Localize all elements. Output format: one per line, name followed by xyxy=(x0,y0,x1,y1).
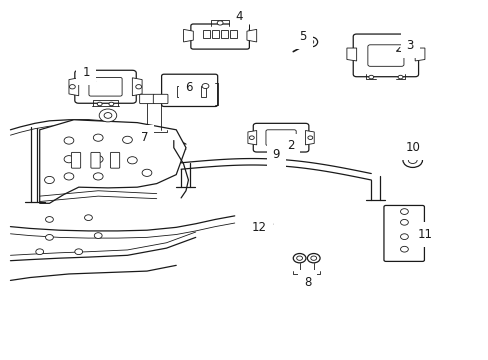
Circle shape xyxy=(310,256,316,260)
FancyBboxPatch shape xyxy=(71,152,81,168)
Text: 2: 2 xyxy=(279,139,294,152)
Bar xyxy=(212,31,219,39)
Text: 12: 12 xyxy=(251,221,266,234)
Text: 7: 7 xyxy=(141,131,148,144)
Circle shape xyxy=(296,256,302,260)
Circle shape xyxy=(122,136,132,143)
Polygon shape xyxy=(183,30,193,42)
Circle shape xyxy=(400,220,407,225)
Circle shape xyxy=(307,253,320,263)
Circle shape xyxy=(127,157,137,164)
Circle shape xyxy=(202,84,208,89)
Circle shape xyxy=(64,137,74,144)
Circle shape xyxy=(109,102,114,106)
Circle shape xyxy=(407,157,416,163)
FancyBboxPatch shape xyxy=(367,45,403,66)
Bar xyxy=(230,31,237,39)
Circle shape xyxy=(84,215,92,221)
Circle shape xyxy=(293,253,305,263)
Text: 10: 10 xyxy=(405,141,419,154)
Text: 1: 1 xyxy=(82,66,96,81)
Circle shape xyxy=(75,249,82,255)
Circle shape xyxy=(304,37,317,47)
Bar xyxy=(177,86,183,97)
Circle shape xyxy=(400,234,407,239)
Polygon shape xyxy=(247,131,256,145)
Circle shape xyxy=(104,113,112,118)
Circle shape xyxy=(64,156,74,163)
Circle shape xyxy=(45,217,53,222)
Text: 4: 4 xyxy=(235,10,243,23)
Text: 11: 11 xyxy=(415,228,431,241)
Text: 8: 8 xyxy=(304,274,311,289)
Circle shape xyxy=(142,169,152,176)
Circle shape xyxy=(274,151,278,154)
Circle shape xyxy=(368,75,373,79)
Circle shape xyxy=(217,21,223,25)
Circle shape xyxy=(397,75,402,79)
FancyBboxPatch shape xyxy=(140,94,154,104)
Bar xyxy=(200,86,206,97)
Circle shape xyxy=(45,234,53,240)
Circle shape xyxy=(307,40,313,44)
Circle shape xyxy=(93,134,103,141)
FancyBboxPatch shape xyxy=(190,24,249,49)
Circle shape xyxy=(36,249,43,255)
Text: 6: 6 xyxy=(184,81,192,94)
Circle shape xyxy=(136,85,142,89)
FancyBboxPatch shape xyxy=(161,74,217,107)
Polygon shape xyxy=(346,48,356,61)
FancyBboxPatch shape xyxy=(383,206,424,261)
FancyBboxPatch shape xyxy=(253,123,308,152)
Polygon shape xyxy=(132,78,142,96)
FancyBboxPatch shape xyxy=(265,130,296,145)
Circle shape xyxy=(64,173,74,180)
Circle shape xyxy=(93,156,103,163)
Circle shape xyxy=(400,246,407,252)
Circle shape xyxy=(94,233,102,238)
Polygon shape xyxy=(414,48,424,61)
Circle shape xyxy=(284,151,287,154)
Circle shape xyxy=(44,176,54,184)
Circle shape xyxy=(402,153,422,167)
FancyBboxPatch shape xyxy=(153,94,167,104)
Polygon shape xyxy=(69,78,79,96)
FancyBboxPatch shape xyxy=(352,34,418,77)
Bar xyxy=(203,31,209,39)
Text: 5: 5 xyxy=(299,30,306,43)
Circle shape xyxy=(307,136,312,139)
FancyBboxPatch shape xyxy=(75,70,136,103)
Circle shape xyxy=(249,136,254,139)
Polygon shape xyxy=(305,131,314,145)
Circle shape xyxy=(99,109,117,122)
Circle shape xyxy=(93,173,103,180)
Circle shape xyxy=(69,85,75,89)
Text: 9: 9 xyxy=(272,148,279,161)
FancyBboxPatch shape xyxy=(91,152,100,168)
FancyBboxPatch shape xyxy=(110,152,120,168)
Polygon shape xyxy=(246,30,256,42)
Text: 3: 3 xyxy=(396,39,413,52)
Polygon shape xyxy=(40,120,185,203)
FancyBboxPatch shape xyxy=(89,77,122,96)
Bar xyxy=(188,86,194,97)
Circle shape xyxy=(400,209,407,215)
Bar xyxy=(221,31,227,39)
Circle shape xyxy=(97,102,102,106)
